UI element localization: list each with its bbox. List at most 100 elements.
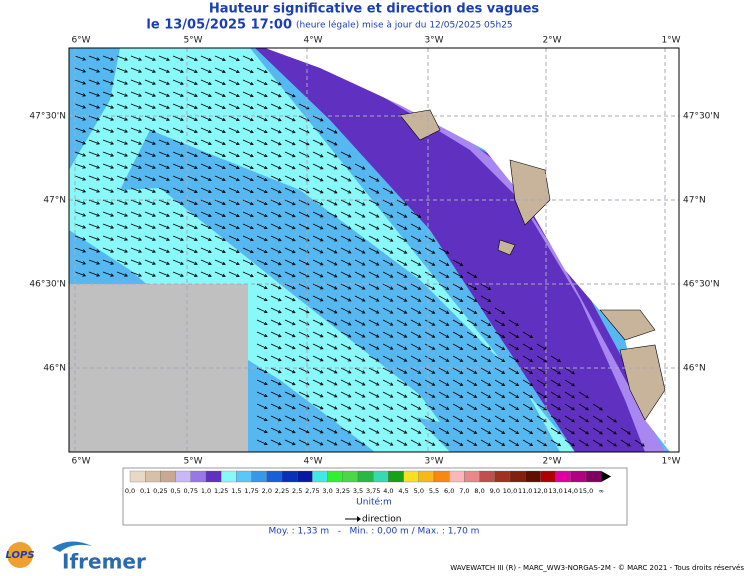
direction-arrow-head <box>305 442 310 446</box>
direction-arrow-head <box>236 69 240 74</box>
direction-arrow-head <box>124 81 129 85</box>
direction-arrow <box>326 271 338 278</box>
direction-arrow-head <box>417 310 422 314</box>
direction-arrow-head <box>236 117 240 122</box>
direction-arrow-head <box>124 273 129 277</box>
direction-arrow <box>158 211 170 217</box>
direction-arrow-head <box>515 430 520 434</box>
direction-arrow-head <box>319 154 324 158</box>
direction-arrow-head <box>82 213 87 217</box>
direction-arrow-head <box>124 141 129 145</box>
direction-arrow <box>550 403 561 411</box>
colorbar-label: 14,0 <box>564 487 578 495</box>
direction-arrow <box>438 259 449 266</box>
direction-arrow-head <box>96 249 101 253</box>
direction-arrow-head <box>347 418 352 422</box>
direction-arrow <box>200 187 212 193</box>
unit: Unité:m <box>356 497 392 508</box>
direction-arrow-head <box>82 237 87 241</box>
direction-arrow <box>480 439 491 446</box>
direction-arrow-head <box>110 141 115 145</box>
subtitle-note: (heure légale) mise à jour du 12/05/2025… <box>296 20 513 31</box>
direction-arrow <box>452 331 463 338</box>
direction-arrow-head <box>445 370 450 374</box>
direction-arrow-head <box>347 286 352 290</box>
colorbar-label: 3,0 <box>322 487 332 495</box>
direction-arrow-head <box>389 394 394 398</box>
direction-arrow <box>186 67 198 73</box>
direction-arrow-head <box>305 358 310 362</box>
direction-arrow-head <box>347 334 352 338</box>
direction-arrow <box>312 139 324 146</box>
direction-arrow <box>172 211 184 217</box>
direction-arrow-head <box>431 262 436 266</box>
direction-arrow-head <box>347 322 352 326</box>
direction-arrow-head <box>166 81 170 85</box>
color-swatch <box>373 470 389 483</box>
direction-arrow <box>424 439 435 446</box>
direction-arrow-head <box>291 418 296 422</box>
color-swatch <box>236 470 252 483</box>
direction-arrow <box>480 427 491 434</box>
direction-arrow-head <box>445 394 450 398</box>
direction-arrow <box>144 199 156 205</box>
direction-arrow <box>522 391 533 398</box>
direction-arrow-head <box>571 394 576 399</box>
direction-arrow-head <box>291 178 296 182</box>
direction-arrow <box>396 403 407 410</box>
direction-arrow <box>550 391 561 399</box>
direction-arrow <box>354 307 366 314</box>
direction-arrow <box>480 355 491 362</box>
direction-arrow-head <box>250 189 254 194</box>
direction-arrow-head <box>194 69 198 73</box>
direction-arrow <box>270 283 282 289</box>
direction-arrow-head <box>375 406 380 410</box>
direction-arrow-head <box>82 249 87 253</box>
direction-arrow <box>466 427 477 434</box>
direction-arrow <box>536 379 547 387</box>
direction-arrow-head <box>236 237 240 242</box>
direction-arrow <box>326 199 338 206</box>
color-swatch <box>297 470 313 483</box>
direction-arrow-head <box>222 57 226 62</box>
colorbar-label: 11,0 <box>518 487 532 495</box>
direction-arrow-head <box>487 418 492 422</box>
direction-arrow-head <box>277 249 282 254</box>
direction-arrow-head <box>375 334 380 338</box>
direction-arrow-head <box>263 357 268 362</box>
direction-arrow-head <box>347 202 352 206</box>
direction-arrow <box>74 211 86 217</box>
direction-arrow <box>74 247 86 253</box>
direction-arrow-head <box>222 117 226 122</box>
direction-arrow-head <box>445 286 450 290</box>
direction-arrow-head <box>389 310 394 314</box>
direction-arrow-head <box>124 117 129 121</box>
direction-arrow <box>116 127 128 133</box>
direction-arrow-head <box>431 346 436 350</box>
direction-arrow-head <box>138 261 143 265</box>
lat-label: 46°30'N <box>683 280 720 290</box>
direction-arrow-head <box>473 418 478 422</box>
color-swatch <box>266 470 283 483</box>
direction-arrow <box>354 271 366 278</box>
direction-arrow-head <box>515 346 520 350</box>
direction-arrow-head <box>236 105 240 110</box>
direction-arrow-head <box>529 418 534 423</box>
direction-arrow <box>354 199 366 206</box>
direction-arrow-head <box>222 81 226 86</box>
direction-arrow <box>410 343 421 350</box>
direction-arrow <box>522 355 533 362</box>
direction-arrow-head <box>333 238 338 242</box>
direction-arrow <box>536 355 547 363</box>
island <box>509 159 551 226</box>
stats: Moy. : 1,33 m - Min. : 0,00 m / Max. : 1… <box>269 527 480 537</box>
color-swatch <box>403 470 419 483</box>
direction-arrow <box>438 379 449 386</box>
direction-arrow <box>284 259 296 266</box>
direction-arrow-head <box>124 261 129 265</box>
direction-arrow <box>214 115 226 121</box>
direction-arrow <box>326 223 338 230</box>
direction-arrow-head <box>445 250 450 254</box>
direction-arrow <box>354 415 366 422</box>
direction-arrow-head <box>208 237 212 242</box>
